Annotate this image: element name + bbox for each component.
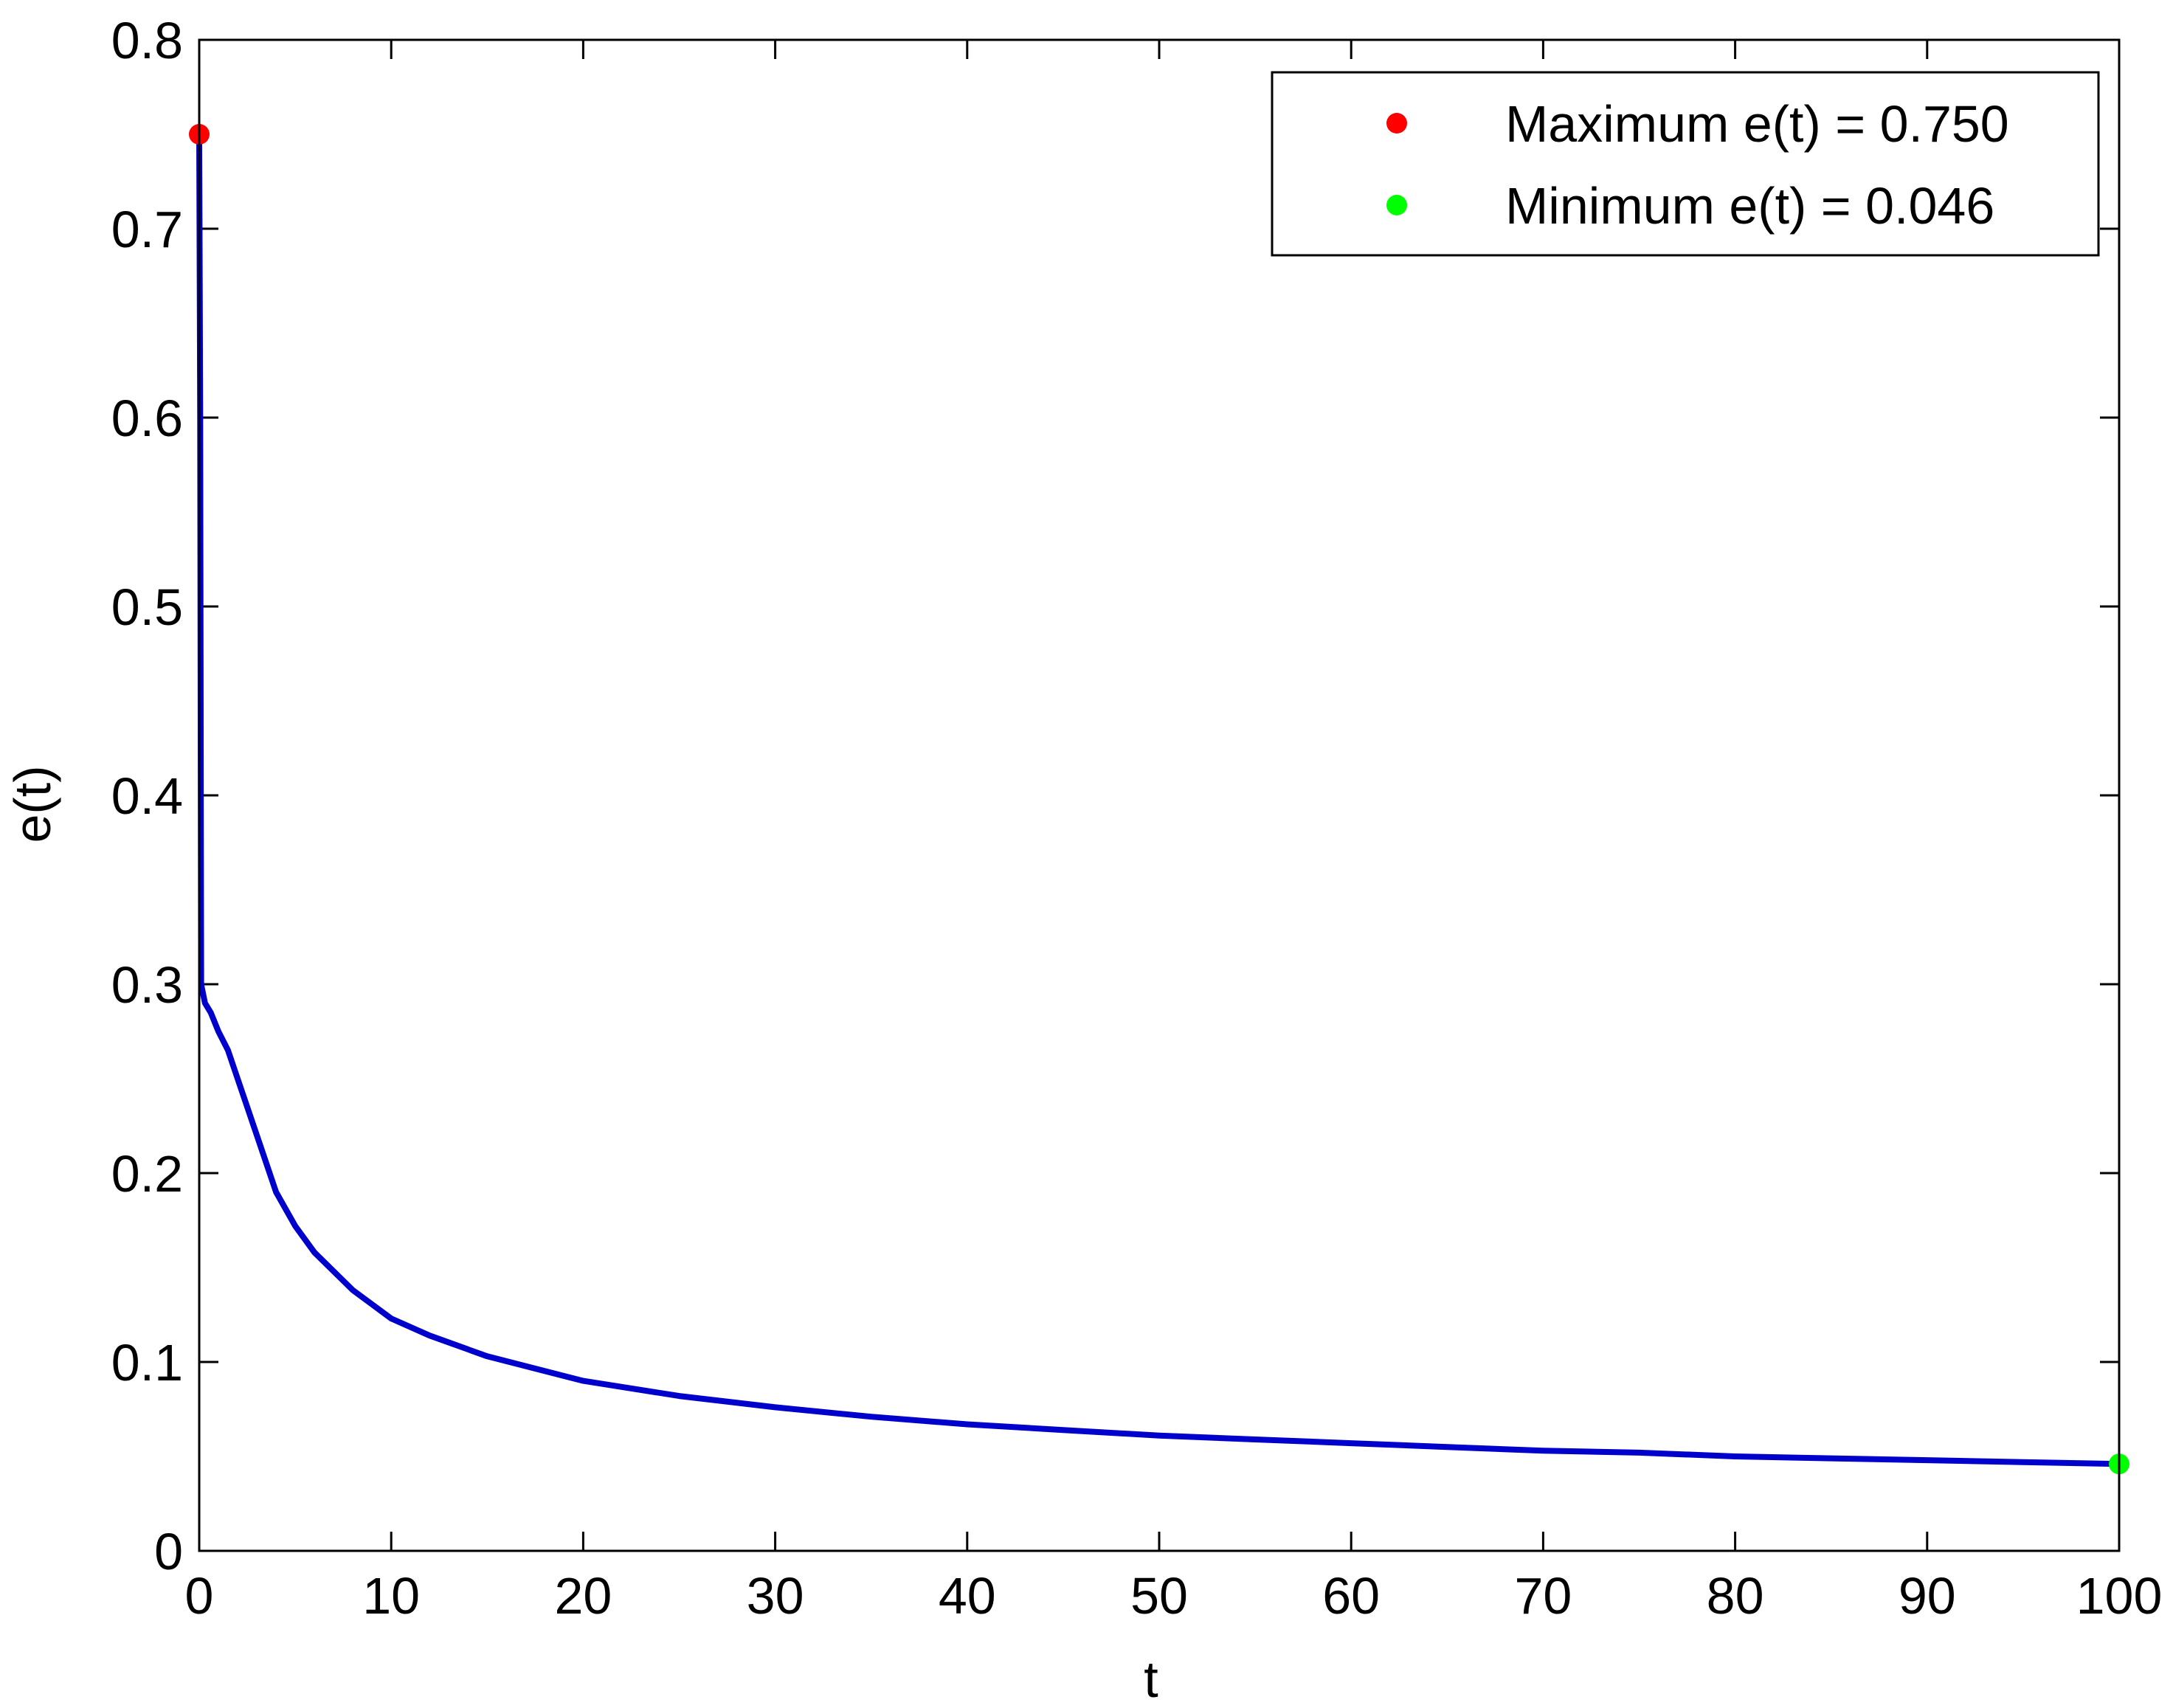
x-tick-label: 20 [554,1567,612,1625]
y-tick-label: 0.1 [111,1334,183,1391]
legend: Maximum e(t) = 0.750 Minimum e(t) = 0.04… [1271,71,2100,257]
legend-box [1271,71,2100,257]
x-tick-label: 60 [1322,1567,1380,1625]
x-tick-label: 30 [747,1567,804,1625]
y-tick-label: 0.8 [111,12,183,69]
y-tick-labels: 0 0.1 0.2 0.3 0.4 0.5 0.6 0.7 0.8 [111,12,183,1580]
x-tick-label: 100 [2076,1567,2163,1625]
y-tick-label: 0 [154,1523,183,1580]
x-tick-label: 80 [1707,1567,1764,1625]
legend-marker-maximum [1386,113,1407,134]
y-tick-label: 0.3 [111,956,183,1014]
y-tick-label: 0.5 [111,578,183,636]
legend-label-maximum: Maximum e(t) = 0.750 [1505,95,2009,153]
legend-label-minimum: Minimum e(t) = 0.046 [1505,177,1994,235]
legend-marker-minimum [1386,195,1407,215]
x-tick-label: 10 [362,1567,420,1625]
x-tick-labels: 0 10 20 30 40 50 60 70 80 90 100 [185,1567,2163,1625]
x-axis-label: t [1144,1650,1158,1708]
x-tick-label: 0 [185,1567,214,1625]
y-tick-label: 0.7 [111,201,183,258]
x-tick-label: 70 [1514,1567,1572,1625]
y-tick-label: 0.2 [111,1145,183,1203]
y-tick-label: 0.4 [111,767,183,825]
x-tick-label: 90 [1899,1567,1956,1625]
x-tick-label: 50 [1130,1567,1188,1625]
x-tick-label: 40 [939,1567,996,1625]
series-line [196,134,2120,1467]
plot-area [199,40,2119,1551]
y-axis-label: e(t) [4,766,61,843]
y-tick-label: 0.6 [111,390,183,447]
plot-frame [198,38,2121,1552]
